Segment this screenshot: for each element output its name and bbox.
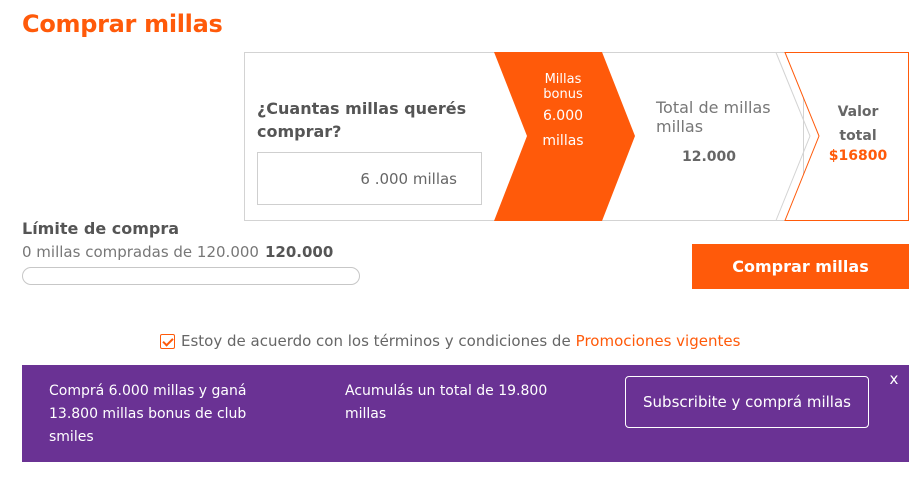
terms-row: Estoy de acuerdo con los términos y cond… [160, 330, 740, 352]
page-title: Comprar millas [22, 10, 223, 38]
limit-description-text: 0 millas compradas de 120.000 [22, 243, 259, 261]
bonus-label: Millas bonus [543, 72, 583, 102]
promo-text-left: Comprá 6.000 millas y ganá 13.800 millas… [49, 383, 247, 445]
promo-banner: Comprá 6.000 millas y ganá 13.800 millas… [22, 365, 909, 462]
buy-miles-button[interactable]: Comprar millas [692, 244, 909, 289]
promo-text-mid: Acumulás un total de 19.800 millas [345, 383, 548, 422]
price-label: Valor total [837, 104, 879, 144]
total-label: Total de millas millas [656, 98, 771, 136]
price-chevron [784, 52, 909, 221]
subscribe-button[interactable]: Subscribite y comprá millas [625, 376, 869, 428]
miles-question: ¿Cuantas millas querés comprar? [257, 99, 467, 141]
total-value: 12.000 [682, 149, 737, 165]
bonus-value: 6.000 [542, 108, 584, 124]
bonus-chevron [494, 52, 635, 221]
terms-checkbox[interactable] [160, 333, 175, 349]
terms-link[interactable]: Promociones vigentes [575, 332, 741, 350]
limit-title: Límite de compra [22, 219, 180, 238]
close-icon[interactable]: x [889, 370, 899, 388]
limit-max: 120.000 [264, 243, 334, 261]
total-chevron-edge [775, 52, 811, 221]
limit-progress-bar [22, 267, 360, 285]
miles-calculator: ¿Cuantas millas querés comprar? Millas b… [244, 52, 909, 221]
miles-input[interactable] [257, 152, 482, 205]
terms-text: Estoy de acuerdo con los términos y cond… [181, 332, 571, 350]
price-value: $16800 [828, 148, 888, 164]
bonus-unit: millas [542, 133, 584, 149]
limit-description: 0 millas compradas de 120.000 120.000 [22, 243, 333, 261]
